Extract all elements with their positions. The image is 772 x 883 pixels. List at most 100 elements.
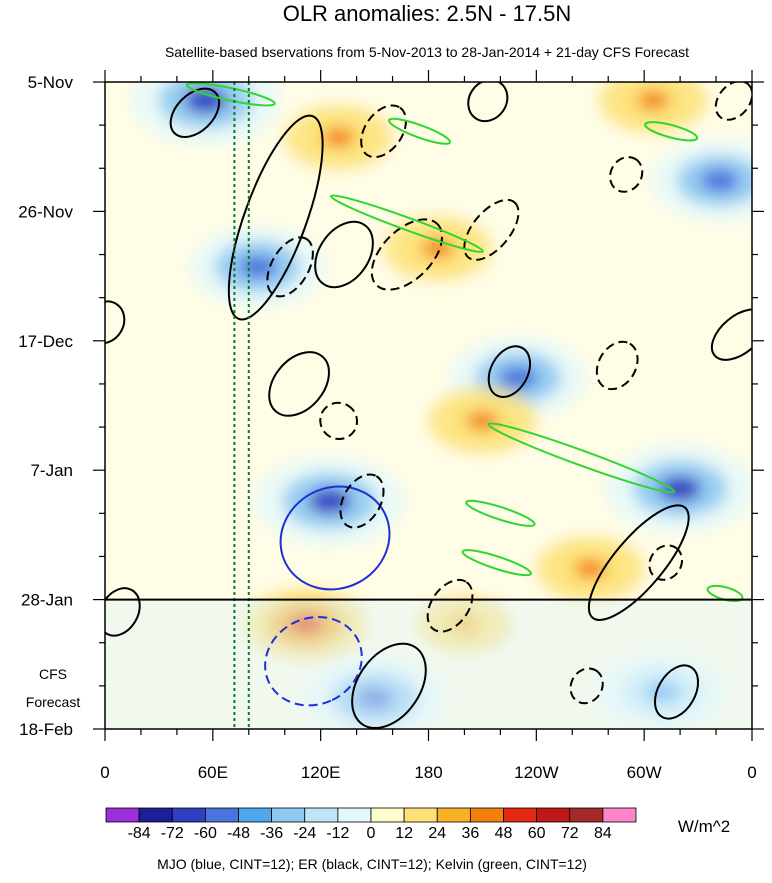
x-tick-label: 180 <box>414 763 442 782</box>
er-contour-positive <box>314 220 374 289</box>
colorbar-label: -24 <box>293 825 316 842</box>
chart-subtitle: Satellite-based bservations from 5-Nov-2… <box>165 44 689 60</box>
contour-legend: MJO (blue, CINT=12); ER (black, CINT=12)… <box>157 856 587 872</box>
er-contour-positive <box>487 345 532 398</box>
colorbar-label: 60 <box>528 825 546 842</box>
er-contour-positive <box>467 82 509 123</box>
heatmap-blob-core <box>450 615 479 633</box>
colorbar-swatch <box>469 807 504 823</box>
er-contour-negative <box>339 473 385 529</box>
x-tick-label: 0 <box>100 763 109 782</box>
colorbar-label: 72 <box>561 825 579 842</box>
er-contour-positive <box>653 664 700 720</box>
x-tick-label: 0 <box>747 763 756 782</box>
colorbar-label: 0 <box>367 825 376 842</box>
colorbar-swatch <box>204 807 239 823</box>
colorbar-label: 36 <box>461 825 479 842</box>
er-contour-negative <box>714 82 752 121</box>
er-contour-negative <box>595 340 639 391</box>
er-contour-positive <box>105 587 141 637</box>
y-tick-label: 17-Dec <box>18 332 73 351</box>
heatmap-blob-core <box>658 475 702 502</box>
colorbar-swatch <box>138 807 173 823</box>
er-contour-positive <box>169 87 221 138</box>
colorbar-swatch <box>370 807 405 823</box>
kelvin-contour-positive <box>329 194 484 253</box>
y-tick-label: 28-Jan <box>21 591 73 610</box>
colorbar-swatch <box>403 807 438 823</box>
wave-contours <box>105 82 752 729</box>
colorbar: -84 -72 -60 -48 -36 -24 -12 0 12 24 36 48 60 72 84 <box>105 807 637 842</box>
colorbar-swatch <box>304 807 339 823</box>
heatmap-field <box>105 82 752 729</box>
mjo-contour-positive <box>279 485 391 591</box>
colorbar-label: 48 <box>495 825 513 842</box>
kelvin-contour-positive <box>388 117 451 145</box>
er-contour-negative <box>370 218 444 291</box>
y-axis: 5-Nov 26-Nov 17-Dec 7-Jan 28-Jan 18-Feb <box>18 73 764 739</box>
colorbar-label: 12 <box>395 825 413 842</box>
colorbar-swatch <box>602 807 637 823</box>
forecast-label-line1: CFS <box>39 666 67 682</box>
colorbar-label: -48 <box>227 825 250 842</box>
heatmap-blob-core <box>637 90 669 111</box>
colorbar-swatch <box>436 807 471 823</box>
heatmap-blob-core <box>308 488 351 514</box>
colorbar-swatch <box>271 807 306 823</box>
x-tick-label: 60W <box>627 763 662 782</box>
er-contour-positive <box>351 642 427 729</box>
er-contour-negative <box>426 578 474 633</box>
colorbar-swatch <box>337 807 372 823</box>
er-contour-positive <box>227 114 324 321</box>
kelvin-contour-positive <box>185 82 276 107</box>
heatmap-blob-core <box>355 686 394 710</box>
x-tick-label: 120E <box>301 763 341 782</box>
forecast-label-line2: Forecast <box>26 694 81 710</box>
heatmap-blob-core <box>288 613 324 635</box>
kelvin-contour-positive <box>465 499 536 527</box>
heatmap-blob-core <box>323 127 355 147</box>
colorbar-swatch <box>569 807 604 823</box>
y-tick-label: 18-Feb <box>19 720 73 739</box>
x-tick-label: 120W <box>514 763 558 782</box>
colorbar-label: 84 <box>594 825 612 842</box>
colorbar-label: -84 <box>128 825 151 842</box>
chart-title: OLR anomalies: 2.5N - 17.5N <box>283 1 572 26</box>
er-contour-negative <box>463 198 520 261</box>
colorbar-swatch <box>503 807 538 823</box>
er-contour-negative <box>609 156 644 193</box>
colorbar-swatch <box>238 807 273 823</box>
heatmap-blob-core <box>499 366 538 390</box>
kelvin-contour-positive <box>487 422 676 494</box>
er-contour-negative <box>648 544 684 581</box>
er-contour-negative <box>266 236 314 298</box>
heatmap-blob-core <box>644 681 680 703</box>
colorbar-label: -12 <box>326 825 349 842</box>
y-tick-label: 5-Nov <box>28 73 74 92</box>
kelvin-contour-positive <box>461 549 533 577</box>
heatmap-blob-core <box>574 559 606 579</box>
colorbar-label: -60 <box>194 825 217 842</box>
colorbar-units: W/m^2 <box>678 817 730 836</box>
plot-area <box>105 82 752 729</box>
colorbar-swatch <box>105 807 140 823</box>
er-contour-negative <box>569 667 604 705</box>
y-tick-label: 7-Jan <box>30 461 73 480</box>
er-contour-positive <box>268 351 330 417</box>
x-tick-label: 60E <box>198 763 228 782</box>
heatmap-blob-core <box>184 87 227 114</box>
heatmap-blob-core <box>700 168 740 193</box>
y-tick-label: 26-Nov <box>18 202 73 221</box>
mjo-contour-negative <box>264 616 363 707</box>
kelvin-contour-positive <box>644 121 699 142</box>
x-axis: 0 60E 120E 180 120W 60W 0 <box>100 70 757 782</box>
colorbar-swatch <box>536 807 571 823</box>
er-contour-negative <box>319 401 358 441</box>
heatmap-blob-core <box>238 255 278 279</box>
colorbar-label: -36 <box>260 825 283 842</box>
colorbar-swatch <box>171 807 206 823</box>
colorbar-label: 24 <box>428 825 446 842</box>
colorbar-label: -72 <box>161 825 184 842</box>
er-contour-positive <box>105 300 126 345</box>
